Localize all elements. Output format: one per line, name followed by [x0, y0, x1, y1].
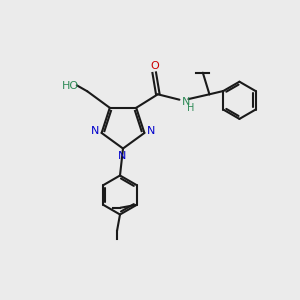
- Text: N: N: [91, 127, 99, 136]
- Text: N: N: [182, 97, 190, 107]
- Text: O: O: [151, 61, 159, 71]
- Text: N: N: [118, 151, 127, 161]
- Text: N: N: [147, 127, 155, 136]
- Text: H: H: [187, 103, 194, 113]
- Text: HO: HO: [62, 81, 79, 91]
